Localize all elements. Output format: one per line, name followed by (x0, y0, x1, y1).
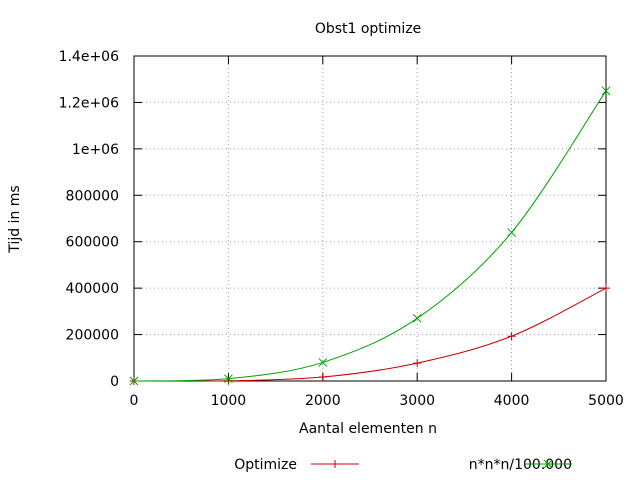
series-2 (129, 86, 611, 386)
legend-label: Optimize (234, 457, 297, 473)
y-tick-label: 1e+06 (72, 142, 119, 158)
x-axis-label: Aantal elementen n (299, 421, 437, 437)
plus-marker (331, 460, 339, 468)
legend: Optimize n*n*n/100.000 (234, 457, 572, 473)
cross-marker (129, 376, 139, 386)
cross-marker (224, 374, 233, 384)
x-tick-label: 1000 (211, 393, 247, 409)
x-tick-label: 5000 (588, 393, 624, 409)
y-tick-label: 400000 (66, 281, 119, 297)
plot-frame (133, 55, 607, 382)
x-tick-label: 0 (130, 393, 139, 409)
y-tick-label: 1.2e+06 (59, 95, 120, 111)
series-group (129, 86, 611, 386)
cross-marker (601, 86, 611, 96)
x-tick-label: 4000 (494, 393, 530, 409)
cross-marker (507, 228, 516, 237)
y-tick-label: 800000 (66, 188, 119, 204)
plus-marker (507, 332, 516, 341)
cross-marker (318, 358, 328, 367)
y-tick-label: 600000 (66, 235, 119, 251)
plus-marker (602, 284, 610, 293)
x-tick-label: 3000 (399, 393, 435, 409)
y-tick-label: 0 (110, 374, 119, 390)
y-axis-label: Tijd in ms (7, 185, 23, 253)
y-tick-label: 200000 (66, 328, 119, 344)
y-tick-label: 1.4e+06 (59, 49, 120, 65)
y-axis: 0 200000 400000 600000 800000 1e+06 1.2e+06 1.4… (59, 49, 606, 390)
plus-marker (318, 373, 327, 382)
chart-title: Obst1 optimize (315, 21, 421, 37)
cross-marker (412, 313, 422, 323)
grid (134, 56, 606, 381)
x-tick-label: 2000 (305, 393, 341, 409)
cross-marker (543, 459, 553, 469)
x-axis: 0 1000 2000 3000 4000 5000 (130, 56, 624, 409)
series-1 (130, 284, 610, 385)
series-line (133, 287, 607, 382)
legend-label: n*n*n/100.000 (469, 457, 572, 473)
series-line (133, 90, 607, 382)
plus-marker (413, 359, 422, 368)
